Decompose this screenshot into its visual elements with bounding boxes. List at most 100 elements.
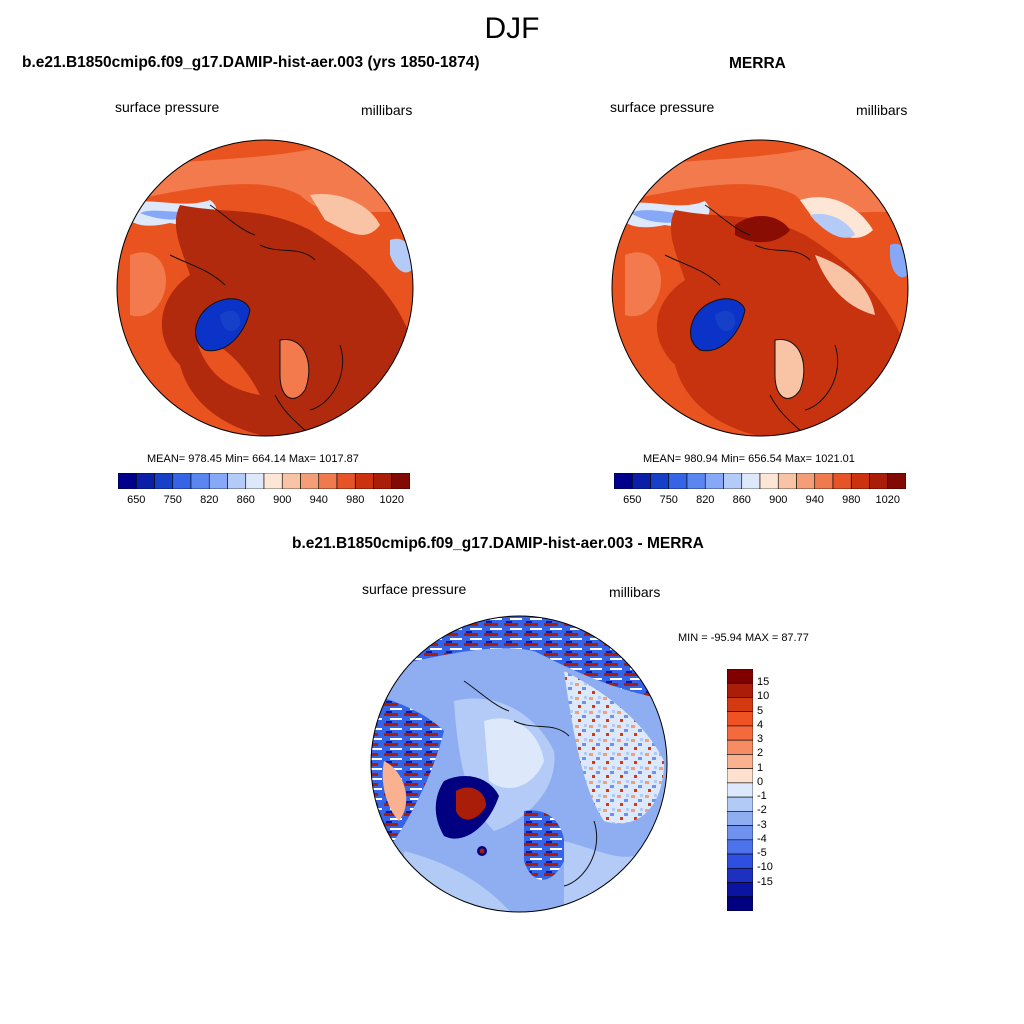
diff-colorbar-tick: -10 bbox=[757, 861, 773, 874]
right-stats: MEAN= 980.94 Min= 656.54 Max= 1021.01 bbox=[643, 453, 855, 465]
right-panel-title: MERRA bbox=[729, 55, 786, 72]
right-colorbar-box bbox=[814, 473, 834, 489]
left-colorbar-box bbox=[300, 473, 320, 489]
right-colorbar-box bbox=[650, 473, 670, 489]
left-colorbar-ticks: 650 750 820 860 900 940 980 1020 bbox=[118, 494, 410, 508]
left-colorbar-box bbox=[318, 473, 338, 489]
right-colorbar-box bbox=[832, 473, 852, 489]
left-polar-map bbox=[116, 139, 414, 437]
diff-minmax: MIN = -95.94 MAX = 87.77 bbox=[678, 632, 809, 644]
right-colorbar-tick: 750 bbox=[659, 494, 678, 506]
diff-colorbar-tick: 10 bbox=[757, 690, 770, 703]
right-colorbar bbox=[614, 473, 906, 489]
diff-colorbar-box bbox=[727, 768, 753, 784]
left-colorbar-box bbox=[281, 473, 301, 489]
diff-colorbar-tick: 5 bbox=[757, 704, 764, 717]
left-colorbar-box bbox=[208, 473, 228, 489]
right-colorbar-tick: 820 bbox=[696, 494, 715, 506]
right-colorbar-tick: 940 bbox=[805, 494, 824, 506]
diff-colorbar-tick: 0 bbox=[757, 775, 764, 788]
right-colorbar-box bbox=[741, 473, 761, 489]
left-colorbar-box bbox=[245, 473, 265, 489]
diff-colorbar-box bbox=[727, 882, 753, 898]
diff-colorbar-box bbox=[727, 853, 753, 869]
left-colorbar-box bbox=[391, 473, 410, 489]
left-colorbar-tick: 980 bbox=[346, 494, 365, 506]
diff-panel-title: b.e21.B1850cmip6.f09_g17.DAMIP-hist-aer.… bbox=[292, 535, 704, 552]
diff-colorbar-box bbox=[727, 896, 753, 911]
diff-colorbar-tick: -4 bbox=[757, 832, 767, 845]
left-colorbar-box bbox=[118, 473, 137, 489]
diff-colorbar-tick: 15 bbox=[757, 676, 770, 689]
right-colorbar-box bbox=[631, 473, 651, 489]
diff-colorbar-box bbox=[727, 682, 753, 698]
left-colorbar-box bbox=[172, 473, 192, 489]
left-stats: MEAN= 978.45 Min= 664.14 Max= 1017.87 bbox=[147, 453, 359, 465]
right-colorbar-box bbox=[614, 473, 633, 489]
right-colorbar-box bbox=[777, 473, 797, 489]
right-colorbar-tick: 900 bbox=[769, 494, 788, 506]
left-colorbar-tick: 1020 bbox=[379, 494, 404, 506]
right-colorbar-box bbox=[759, 473, 779, 489]
diff-colorbar-tick: -15 bbox=[757, 875, 773, 888]
diff-colorbar-box bbox=[727, 825, 753, 841]
diff-colorbar-tick: -1 bbox=[757, 790, 767, 803]
left-colorbar-box bbox=[154, 473, 174, 489]
right-colorbar-box bbox=[850, 473, 870, 489]
left-colorbar-tick: 650 bbox=[127, 494, 146, 506]
left-units-label: millibars bbox=[361, 102, 413, 118]
left-variable-label: surface pressure bbox=[115, 99, 220, 115]
right-polar-map bbox=[611, 139, 909, 437]
left-colorbar-box bbox=[263, 473, 283, 489]
diff-colorbar-ticks: 15 10 5 4 3 2 1 0 -1 -2 -3 -4 -5 -10 -15 bbox=[757, 669, 797, 911]
right-colorbar-tick: 650 bbox=[623, 494, 642, 506]
left-colorbar-tick: 750 bbox=[163, 494, 182, 506]
diff-colorbar-tick: 4 bbox=[757, 718, 764, 731]
diff-colorbar-box bbox=[727, 811, 753, 826]
diff-colorbar-box bbox=[727, 725, 753, 741]
right-colorbar-box bbox=[869, 473, 889, 489]
left-colorbar-tick: 940 bbox=[309, 494, 328, 506]
diff-colorbar-box bbox=[727, 739, 753, 755]
left-colorbar-box bbox=[190, 473, 210, 489]
left-colorbar-tick: 860 bbox=[236, 494, 255, 506]
right-variable-label: surface pressure bbox=[610, 99, 715, 115]
diff-colorbar bbox=[727, 669, 753, 911]
diff-colorbar-tick: -3 bbox=[757, 818, 767, 831]
figure-title: DJF bbox=[484, 12, 540, 45]
diff-colorbar-tick: -2 bbox=[757, 804, 767, 817]
diff-units-label: millibars bbox=[609, 584, 661, 600]
right-units-label: millibars bbox=[856, 102, 908, 118]
right-colorbar-box bbox=[796, 473, 816, 489]
left-colorbar-box bbox=[336, 473, 356, 489]
diff-colorbar-box bbox=[727, 754, 753, 769]
diff-colorbar-box bbox=[727, 867, 753, 883]
left-colorbar-tick: 900 bbox=[273, 494, 292, 506]
diff-colorbar-tick: 2 bbox=[757, 747, 764, 760]
diff-polar-map bbox=[370, 615, 668, 913]
left-colorbar-box bbox=[354, 473, 374, 489]
diff-colorbar-box bbox=[727, 669, 753, 684]
diff-colorbar-box bbox=[727, 711, 753, 727]
right-colorbar-box bbox=[887, 473, 906, 489]
left-colorbar-tick: 820 bbox=[200, 494, 219, 506]
left-colorbar-box bbox=[373, 473, 393, 489]
left-panel-title: b.e21.B1850cmip6.f09_g17.DAMIP-hist-aer.… bbox=[22, 54, 480, 71]
left-colorbar-box bbox=[227, 473, 247, 489]
right-colorbar-tick: 860 bbox=[732, 494, 751, 506]
diff-variable-label: surface pressure bbox=[362, 581, 467, 597]
left-colorbar bbox=[118, 473, 410, 489]
diff-colorbar-box bbox=[727, 796, 753, 812]
diff-colorbar-box bbox=[727, 839, 753, 855]
diff-colorbar-tick: 1 bbox=[757, 761, 764, 774]
diff-colorbar-box bbox=[727, 782, 753, 798]
right-colorbar-box bbox=[668, 473, 688, 489]
left-colorbar-box bbox=[135, 473, 155, 489]
right-colorbar-box bbox=[723, 473, 743, 489]
diff-colorbar-box bbox=[727, 697, 753, 713]
diff-colorbar-tick: 3 bbox=[757, 733, 764, 746]
right-colorbar-ticks: 650 750 820 860 900 940 980 1020 bbox=[614, 494, 906, 508]
right-colorbar-tick: 1020 bbox=[875, 494, 900, 506]
right-colorbar-tick: 980 bbox=[842, 494, 861, 506]
right-colorbar-box bbox=[686, 473, 706, 489]
